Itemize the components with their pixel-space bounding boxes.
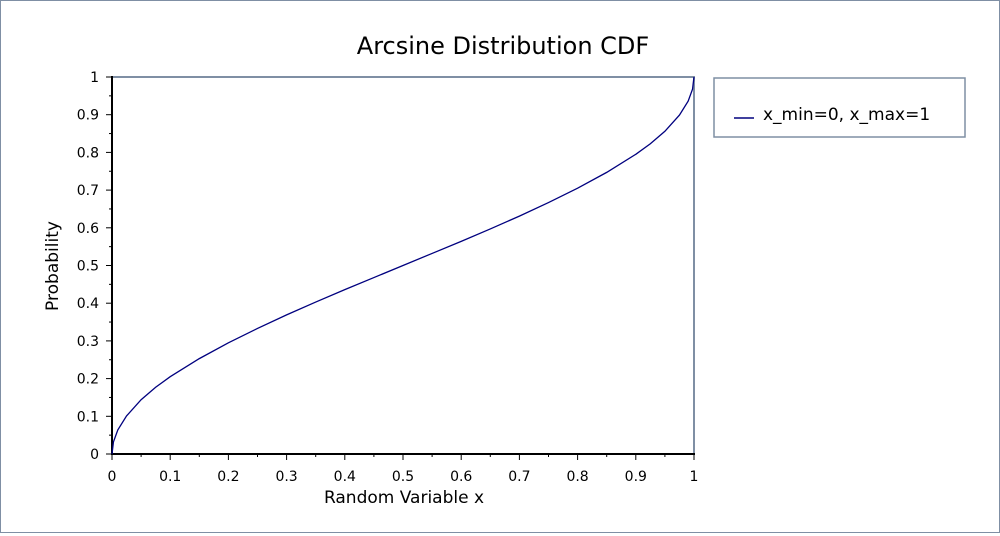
- y-tick-label: 0.9: [77, 108, 99, 124]
- x-tick-label: 0.1: [159, 469, 181, 485]
- x-axis-label: Random Variable x: [324, 488, 484, 508]
- x-tick-label: 0.3: [275, 469, 297, 485]
- x-tick-label: 0.2: [217, 469, 239, 485]
- x-tick-label: 0.4: [334, 469, 356, 485]
- x-axis-ticks: 0 0.1 0.2 0.3 0.4 0.5 0.6 0.7 0.8 0.9 1: [108, 454, 699, 485]
- legend-box: [713, 77, 966, 138]
- x-tick-label: 1: [690, 469, 699, 485]
- y-tick-label: 0.5: [77, 259, 99, 275]
- x-tick-label: 0: [108, 469, 117, 485]
- y-tick-label: 1: [90, 70, 99, 86]
- y-tick-label: 0.6: [77, 221, 99, 237]
- y-tick-label: 0.4: [77, 296, 99, 312]
- y-tick-label: 0: [90, 447, 99, 463]
- series-line: [111, 76, 695, 455]
- y-tick-label: 0.7: [77, 183, 99, 199]
- y-tick-label: 0.3: [77, 334, 99, 350]
- y-tick-label: 0.8: [77, 145, 99, 161]
- y-axis-label: Probability: [43, 221, 63, 311]
- x-tick-label: 0.5: [392, 469, 414, 485]
- legend: x_min=0, x_max=1: [713, 77, 966, 138]
- chart-title: Arcsine Distribution CDF: [357, 32, 649, 60]
- legend-label: x_min=0, x_max=1: [763, 105, 930, 125]
- x-tick-label: 0.6: [450, 469, 472, 485]
- x-tick-label: 0.9: [625, 469, 647, 485]
- x-tick-label: 0.8: [566, 469, 588, 485]
- y-tick-label: 0.1: [77, 409, 99, 425]
- y-axis-ticks: 0 0.1 0.2 0.3 0.4 0.5 0.6 0.7 0.8 0.9 1: [77, 70, 112, 463]
- y-tick-label: 0.2: [77, 372, 99, 388]
- x-tick-label: 0.7: [508, 469, 530, 485]
